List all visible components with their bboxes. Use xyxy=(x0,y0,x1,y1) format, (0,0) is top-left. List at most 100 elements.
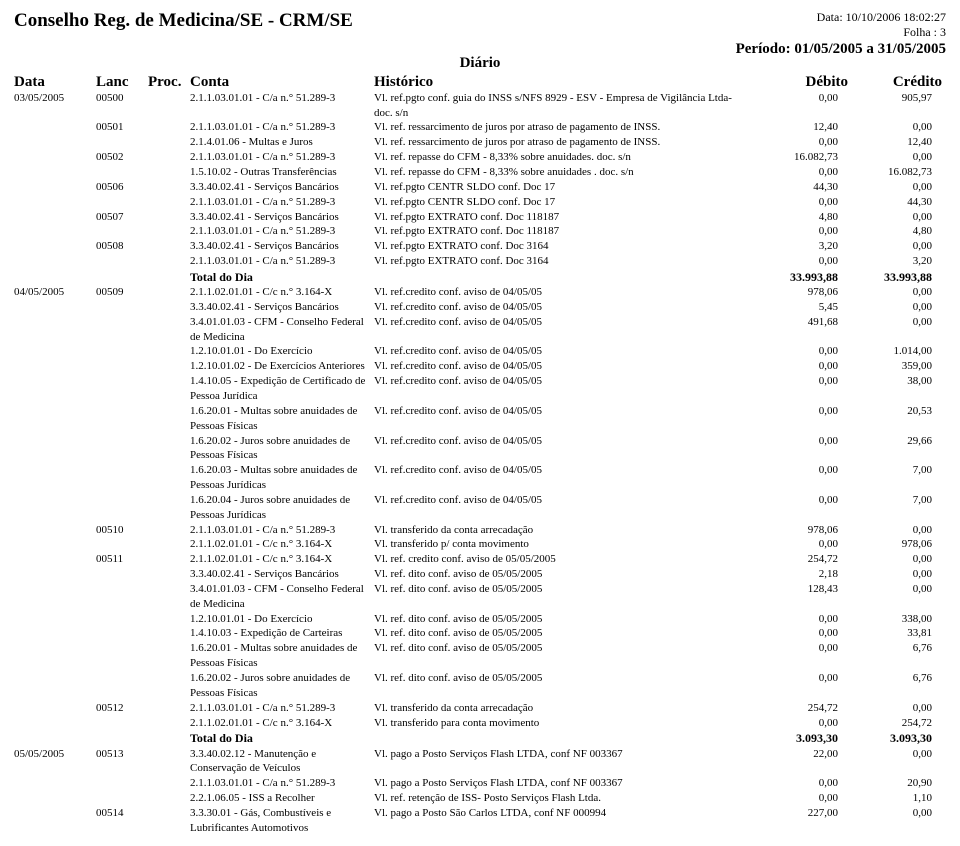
cell-data: 05/05/2005 xyxy=(14,747,92,762)
cell-conta: 2.1.1.03.01.01 - C/a n.° 51.289-3 xyxy=(190,254,370,269)
cell-historico: Vl. ref.credito conf. aviso de 04/05/05 xyxy=(374,285,744,300)
cell-credito: 0,00 xyxy=(842,747,932,762)
cell-historico: Vl. ref. dito conf. aviso de 05/05/2005 xyxy=(374,612,744,627)
cell-debito: 254,72 xyxy=(748,552,838,567)
cell-data: 04/05/2005 xyxy=(14,285,92,300)
cell-credito: 0,00 xyxy=(842,552,932,567)
cell-conta: Total do Dia xyxy=(190,730,370,746)
ledger-row: 2.1.4.01.06 - Multas e JurosVl. ref. res… xyxy=(14,135,946,150)
cell-conta: 1.6.20.03 - Multas sobre anuidades de Pe… xyxy=(190,463,370,493)
cell-conta: 1.6.20.01 - Multas sobre anuidades de Pe… xyxy=(190,641,370,671)
col-debito: Débito xyxy=(758,74,848,91)
ledger-row: 005102.1.1.03.01.01 - C/a n.° 51.289-3Vl… xyxy=(14,523,946,538)
cell-conta: 2.1.1.03.01.01 - C/a n.° 51.289-3 xyxy=(190,776,370,791)
cell-historico: Vl. pago a Posto São Carlos LTDA, conf N… xyxy=(374,806,744,821)
cell-conta: 1.6.20.01 - Multas sobre anuidades de Pe… xyxy=(190,404,370,434)
cell-conta: 2.1.1.03.01.01 - C/a n.° 51.289-3 xyxy=(190,150,370,165)
cell-conta: 1.2.10.01.01 - Do Exercício xyxy=(190,344,370,359)
ledger-row: 1.2.10.01.01 - Do Exercício Vl. ref. dito… xyxy=(14,612,946,627)
cell-historico: Vl. ref.credito conf. aviso de 04/05/05 xyxy=(374,374,744,389)
ledger-row: 1.6.20.02 - Juros sobre anuidades de Pes… xyxy=(14,434,946,464)
cell-historico: Vl. ref.credito conf. aviso de 04/05/05 xyxy=(374,434,744,449)
cell-credito: 0,00 xyxy=(842,120,932,135)
cell-debito: 0,00 xyxy=(748,493,838,508)
cell-debito: 0,00 xyxy=(748,135,838,150)
ledger-body: 03/05/2005005002.1.1.03.01.01 - C/a n.° … xyxy=(14,91,946,836)
cell-historico: Vl. ref.pgto EXTRATO conf. Doc 3164 xyxy=(374,239,744,254)
ledger-row: 03/05/2005005002.1.1.03.01.01 - C/a n.° … xyxy=(14,91,946,121)
cell-debito: 978,06 xyxy=(748,523,838,538)
cell-debito: 978,06 xyxy=(748,285,838,300)
cell-historico: Vl. ref.pgto conf. guia do INSS s/NFS 89… xyxy=(374,91,744,121)
cell-credito: 0,00 xyxy=(842,567,932,582)
cell-credito: 0,00 xyxy=(842,523,932,538)
cell-conta: 1.6.20.04 - Juros sobre anuidades de Pes… xyxy=(190,493,370,523)
org-title: Conselho Reg. de Medicina/SE - CRM/SE xyxy=(14,10,353,32)
cell-historico: Vl. pago a Posto Serviços Flash LTDA, co… xyxy=(374,776,744,791)
cell-credito: 6,76 xyxy=(842,641,932,656)
cell-credito: 3.093,30 xyxy=(842,730,932,746)
cell-debito: 0,00 xyxy=(748,224,838,239)
cell-historico: Vl. ref. ressarcimento de juros por atra… xyxy=(374,135,744,150)
cell-debito: 22,00 xyxy=(748,747,838,762)
ledger-row: 005122.1.1.03.01.01 - C/a n.° 51.289-3Vl… xyxy=(14,701,946,716)
cell-conta: 2.1.1.03.01.01 - C/a n.° 51.289-3 xyxy=(190,224,370,239)
col-conta: Conta xyxy=(190,74,370,91)
cell-debito: 0,00 xyxy=(748,791,838,806)
cell-credito: 4,80 xyxy=(842,224,932,239)
ledger-row: 2.1.1.03.01.01 - C/a n.° 51.289-3Vl. ref… xyxy=(14,254,946,269)
cell-debito: 3.093,30 xyxy=(748,730,838,746)
cell-credito: 978,06 xyxy=(842,537,932,552)
cell-debito: 12,40 xyxy=(748,120,838,135)
cell-historico: Vl. ref.pgto CENTR SLDO conf. Doc 17 xyxy=(374,180,744,195)
cell-credito: 0,00 xyxy=(842,210,932,225)
cell-conta: 2.2.1.06.05 - ISS a Recolher xyxy=(190,791,370,806)
cell-debito: 4,80 xyxy=(748,210,838,225)
ledger-row: 04/05/2005005092.1.1.02.01.01 - C/c n.° … xyxy=(14,285,946,300)
header-page: Folha : 3 xyxy=(736,25,946,40)
ledger-row: 005022.1.1.03.01.01 - C/a n.° 51.289-3Vl… xyxy=(14,150,946,165)
cell-debito: 2,18 xyxy=(748,567,838,582)
cell-historico: Vl. ref. credito conf. aviso de 05/05/20… xyxy=(374,552,744,567)
cell-conta: 1.2.10.01.01 - Do Exercício xyxy=(190,612,370,627)
cell-debito: 0,00 xyxy=(748,626,838,641)
cell-lanc: 00506 xyxy=(96,180,142,195)
cell-credito: 12,40 xyxy=(842,135,932,150)
cell-lanc: 00511 xyxy=(96,552,142,567)
cell-debito: 0,00 xyxy=(748,776,838,791)
cell-historico: Vl. ref.credito conf. aviso de 04/05/05 xyxy=(374,493,744,508)
cell-debito: 0,00 xyxy=(748,344,838,359)
ledger-row: 2.1.1.03.01.01 - C/a n.° 51.289-3 Vl. ref… xyxy=(14,224,946,239)
cell-credito: 20,53 xyxy=(842,404,932,419)
cell-conta: 3.3.40.02.41 - Serviços Bancários xyxy=(190,239,370,254)
cell-lanc: 00514 xyxy=(96,806,142,821)
cell-historico: Vl. ref.credito conf. aviso de 04/05/05 xyxy=(374,344,744,359)
cell-historico: Vl. ref.pgto EXTRATO conf. Doc 118187 xyxy=(374,224,744,239)
cell-credito: 20,90 xyxy=(842,776,932,791)
cell-conta: 3.3.40.02.41 - Serviços Bancários xyxy=(190,180,370,195)
cell-debito: 0,00 xyxy=(748,434,838,449)
cell-conta: 3.3.40.02.41 - Serviços Bancários xyxy=(190,210,370,225)
col-data: Data xyxy=(14,74,92,91)
cell-historico: Vl. ref. dito conf. aviso de 05/05/2005 xyxy=(374,582,744,597)
ledger-row: 1.2.10.01.01 - Do Exercício Vl. ref.credi… xyxy=(14,344,946,359)
cell-conta: 2.1.1.02.01.01 - C/c n.° 3.164-X xyxy=(190,552,370,567)
ledger-row: 2.1.1.03.01.01 - C/a n.° 51.289-3Vl. ref… xyxy=(14,195,946,210)
cell-debito: 491,68 xyxy=(748,315,838,330)
cell-credito: 38,00 xyxy=(842,374,932,389)
header-datetime: Data: 10/10/2006 18:02:27 xyxy=(736,10,946,25)
cell-historico: Vl. ref.credito conf. aviso de 04/05/05 xyxy=(374,315,744,330)
ledger-row: 005083.3.40.02.41 - Serviços BancáriosVl… xyxy=(14,239,946,254)
cell-credito: 905,97 xyxy=(842,91,932,106)
cell-historico: Vl. ref. retenção de ISS- Posto Serviços… xyxy=(374,791,744,806)
cell-conta: 2.1.1.03.01.01 - C/a n.° 51.289-3 xyxy=(190,120,370,135)
ledger-row: 1.6.20.02 - Juros sobre anuidades de Pes… xyxy=(14,671,946,701)
cell-historico: Vl. ref.credito conf. aviso de 04/05/05 xyxy=(374,300,744,315)
ledger-row: 1.4.10.03 - Expedição de CarteirasVl. re… xyxy=(14,626,946,641)
cell-conta: 2.1.1.03.01.01 - C/a n.° 51.289-3 xyxy=(190,523,370,538)
ledger-row: 1.6.20.03 - Multas sobre anuidades de Pe… xyxy=(14,463,946,493)
ledger-row: 00511 2.1.1.02.01.01 - C/c n.° 3.164-X Vl.… xyxy=(14,552,946,567)
cell-historico: Vl. transferido p/ conta movimento xyxy=(374,537,744,552)
cell-credito: 16.082,73 xyxy=(842,165,932,180)
ledger-row: 2.2.1.06.05 - ISS a Recolher Vl. ref. ret… xyxy=(14,791,946,806)
